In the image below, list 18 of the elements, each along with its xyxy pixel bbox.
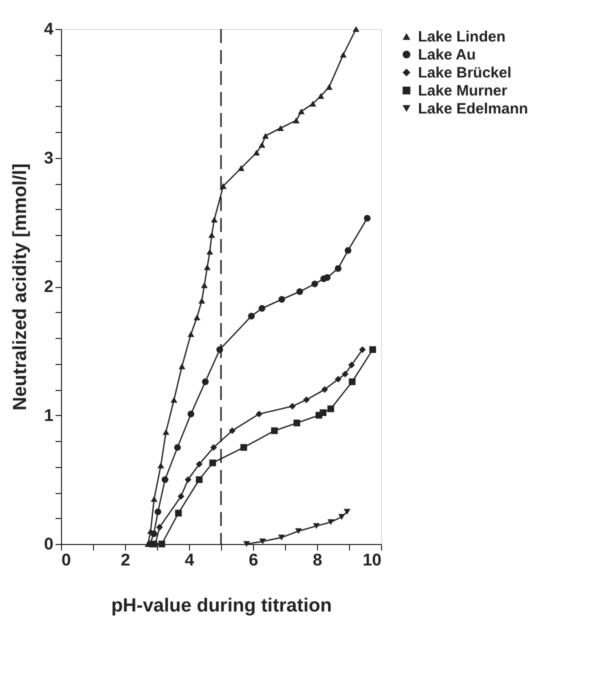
y-tick-label: 2 bbox=[44, 277, 54, 296]
x-axis-title: pH-value during titration bbox=[111, 596, 332, 616]
y-tick-label: 3 bbox=[44, 148, 54, 168]
legend-label: Lake Edelmann bbox=[418, 100, 528, 118]
x-tick-label: 2 bbox=[120, 550, 130, 570]
x-tick-label: 0 bbox=[62, 550, 71, 570]
y-axis-title: Neutralized acidity [mmol/l] bbox=[10, 163, 32, 411]
legend-label: Lake Linden bbox=[418, 28, 506, 46]
legend-label: Lake Brückel bbox=[418, 64, 512, 82]
y-tick-label: 4 bbox=[44, 20, 54, 38]
y-tick-label: 0 bbox=[44, 534, 54, 554]
legend-label: Lake Murner bbox=[418, 82, 508, 100]
x-tick-label: 4 bbox=[184, 550, 195, 570]
x-tick-label: 8 bbox=[312, 550, 322, 570]
x-tick-label: 10 bbox=[362, 550, 382, 570]
y-tick-label: 1 bbox=[44, 406, 54, 425]
legend-label: Lake Au bbox=[418, 46, 476, 64]
x-tick-label: 6 bbox=[248, 550, 258, 570]
